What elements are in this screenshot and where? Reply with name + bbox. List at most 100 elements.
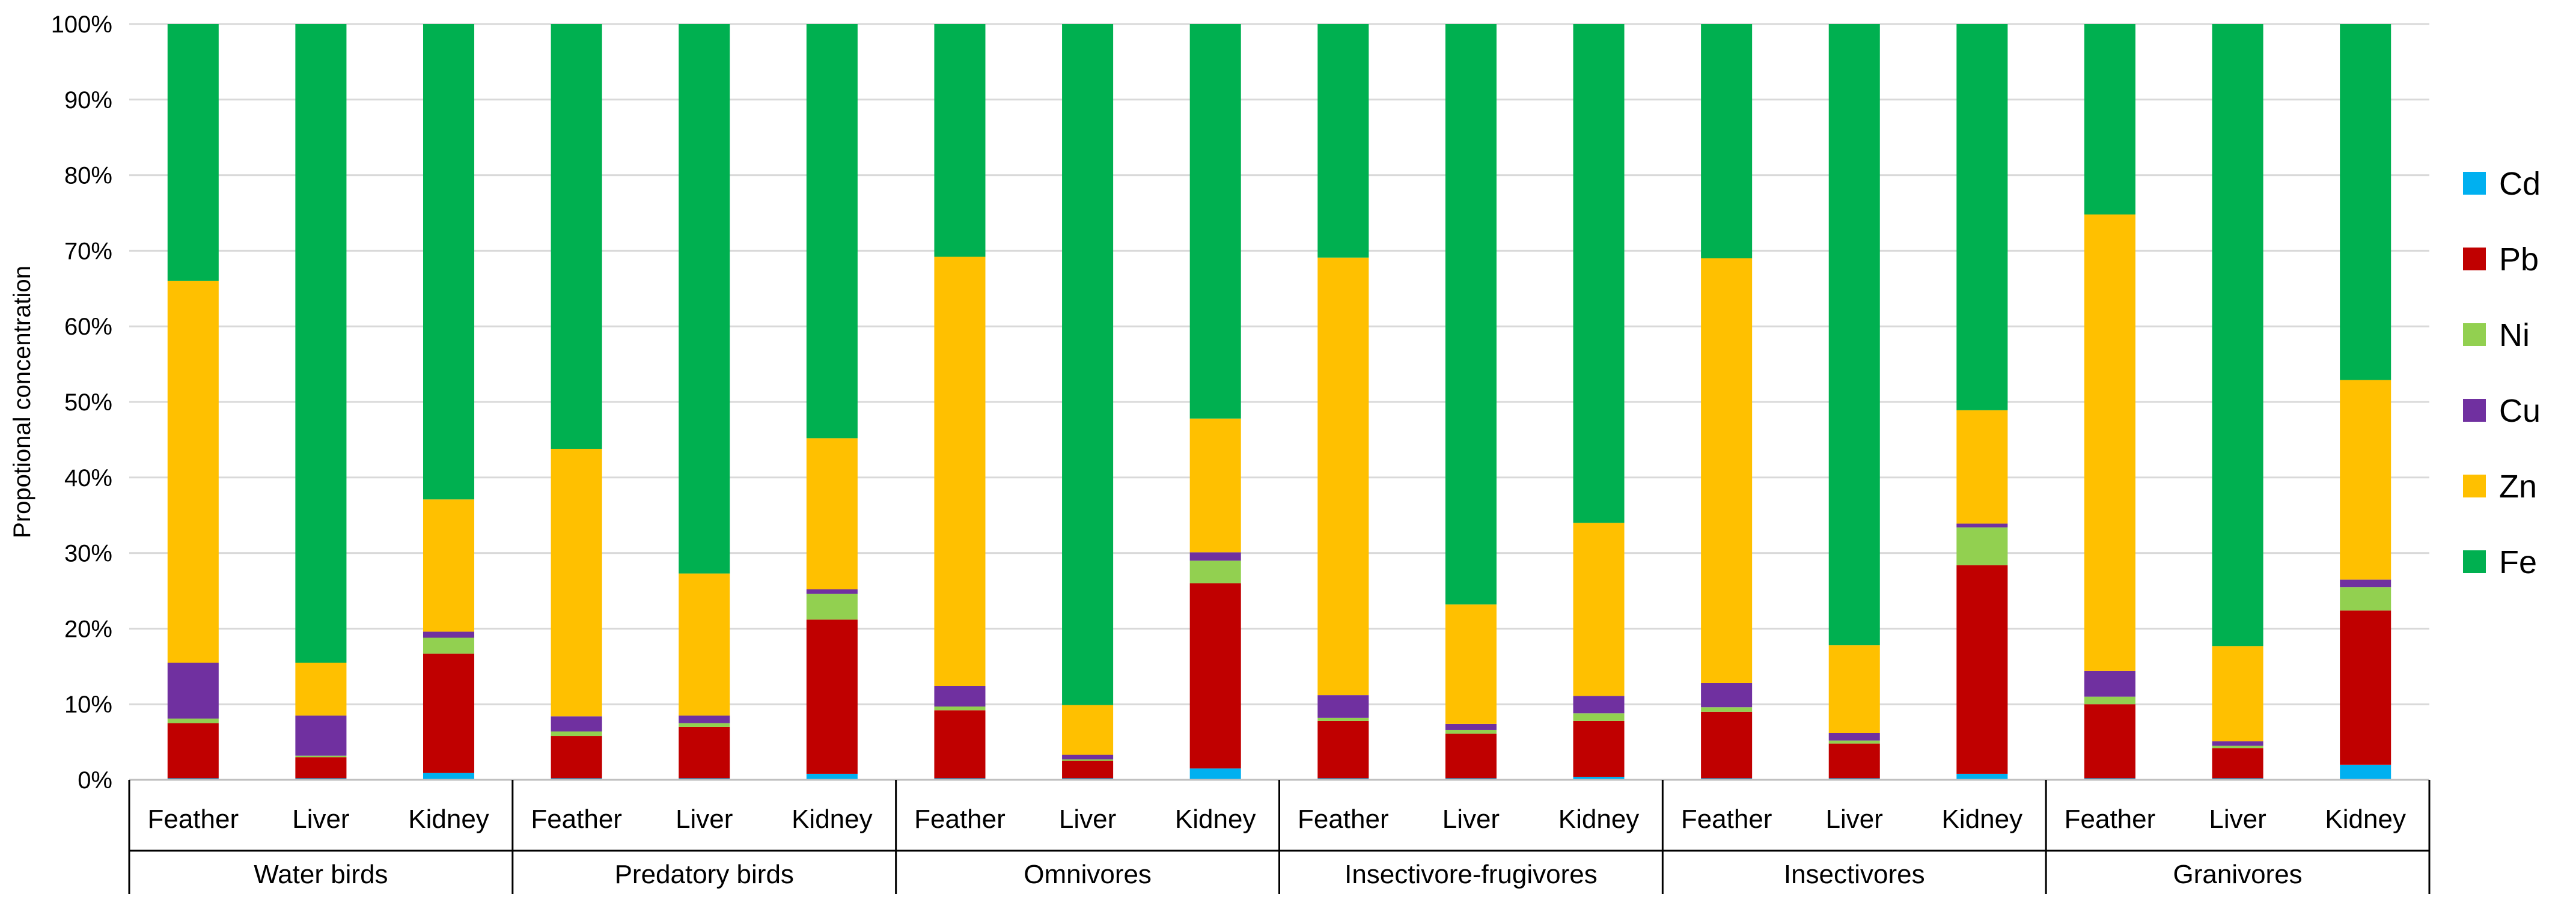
- x-category-label: Kidney: [1942, 804, 2023, 834]
- bar-segment-pb: [1828, 743, 1880, 779]
- legend-swatch-pb: [2463, 248, 2486, 270]
- bar-segment-ni: [2212, 746, 2263, 749]
- bar-segment-ni: [423, 637, 475, 654]
- bar-segment-cu: [934, 686, 986, 707]
- bar-segment-fe: [806, 24, 858, 439]
- x-group-label: Predatory birds: [615, 860, 794, 889]
- bar-segment-fe: [1573, 24, 1625, 523]
- bar-segment-cu: [2340, 579, 2391, 588]
- bar-segment-ni: [1062, 759, 1114, 761]
- x-category-label: Kidney: [1175, 804, 1256, 834]
- bar-segment-cu: [1828, 733, 1880, 741]
- x-category-label: Kidney: [408, 804, 489, 834]
- bar-segment-fe: [167, 24, 219, 281]
- y-tick-label: 30%: [64, 541, 112, 567]
- bar-segment-zn: [295, 663, 347, 716]
- bar-segment-fe: [2340, 24, 2391, 380]
- legend-label: Fe: [2499, 544, 2537, 580]
- bar-segment-pb: [679, 726, 730, 779]
- bar-segment-fe: [1062, 24, 1114, 705]
- bar-segment-ni: [934, 706, 986, 711]
- bar-segment-pb: [2084, 704, 2135, 779]
- legend-swatch-cu: [2463, 399, 2486, 422]
- x-category-label: Liver: [1442, 804, 1500, 834]
- y-tick-label: 80%: [64, 163, 112, 189]
- x-category-label: Feather: [914, 804, 1006, 834]
- y-tick-label: 10%: [64, 692, 112, 718]
- bar-segment-zn: [167, 281, 219, 663]
- legend-label: Ni: [2499, 317, 2530, 353]
- bar-segment-cu: [1317, 695, 1369, 718]
- x-category-label: Liver: [292, 804, 349, 834]
- bar-segment-fe: [295, 24, 347, 663]
- bar-segment-fe: [2212, 24, 2263, 646]
- y-tick-label: 90%: [64, 87, 112, 114]
- bar-segment-pb: [1317, 720, 1369, 779]
- bar-segment-zn: [679, 573, 730, 716]
- bar-segment-cu: [2212, 741, 2263, 746]
- bar-segment-pb: [295, 757, 347, 779]
- bar-segment-zn: [551, 448, 602, 717]
- y-tick-label: 40%: [64, 465, 112, 491]
- x-category-label: Kidney: [792, 804, 873, 834]
- x-category-label: Feather: [147, 804, 239, 834]
- bar-segment-cu: [1701, 682, 1753, 708]
- bar-segment-pb: [1189, 583, 1241, 769]
- legend-label: Zn: [2499, 469, 2537, 505]
- bar-segment-zn: [1445, 604, 1497, 724]
- bar-segment-ni: [2084, 696, 2135, 705]
- x-group-label: Insectivores: [1784, 860, 1925, 889]
- bar-segment-fe: [1445, 24, 1497, 605]
- bar-segment-cu: [1573, 696, 1625, 714]
- legend-label: Cu: [2499, 393, 2541, 429]
- bar-segment-cu: [1189, 552, 1241, 561]
- bar-segment-zn: [1956, 410, 2008, 524]
- bar-segment-fe: [1189, 24, 1241, 419]
- bar-segment-cd: [2340, 764, 2391, 780]
- bar-segment-zn: [1701, 258, 1753, 683]
- bar-segment-fe: [1828, 24, 1880, 646]
- bar-segment-ni: [2340, 587, 2391, 611]
- bar-segment-pb: [1062, 761, 1114, 779]
- bar-segment-pb: [1956, 565, 2008, 774]
- bar-segment-zn: [2084, 214, 2135, 671]
- x-category-label: Feather: [1681, 804, 1772, 834]
- bar-segment-ni: [1317, 717, 1369, 721]
- bar-segment-fe: [1701, 24, 1753, 258]
- bar-segment-fe: [1956, 24, 2008, 410]
- bar-segment-cu: [2084, 670, 2135, 697]
- bar-segment-ni: [1828, 740, 1880, 744]
- x-category-label: Feather: [2065, 804, 2156, 834]
- bar-segment-fe: [551, 24, 602, 449]
- bar-segment-cd: [423, 773, 475, 780]
- bar-segment-zn: [2340, 380, 2391, 580]
- bar-segment-pb: [1445, 734, 1497, 779]
- bar-segment-zn: [423, 499, 475, 632]
- x-category-label: Liver: [1059, 804, 1116, 834]
- x-category-label: Liver: [2209, 804, 2266, 834]
- bar-segment-ni: [679, 723, 730, 727]
- legend-label: Cd: [2499, 166, 2541, 202]
- bar-segment-ni: [1956, 527, 2008, 565]
- bar-segment-cu: [1062, 755, 1114, 760]
- bar-segment-fe: [679, 24, 730, 574]
- bar-segment-cu: [167, 663, 219, 719]
- legend-swatch-cd: [2463, 172, 2486, 195]
- x-category-label: Feather: [531, 804, 622, 834]
- bar-segment-ni: [1573, 713, 1625, 721]
- bar-segment-zn: [1573, 523, 1625, 696]
- x-group-label: Water birds: [254, 860, 388, 889]
- bar-segment-ni: [295, 755, 347, 758]
- legend-swatch-fe: [2463, 550, 2486, 573]
- bar-segment-pb: [2212, 748, 2263, 779]
- x-group-label: Granivores: [2173, 860, 2302, 889]
- bar-segment-pb: [551, 736, 602, 779]
- bar-segment-cu: [1445, 723, 1497, 730]
- legend-swatch-zn: [2463, 475, 2486, 497]
- y-tick-label: 0%: [78, 767, 112, 794]
- x-category-label: Liver: [676, 804, 733, 834]
- legend-label: Pb: [2499, 242, 2539, 278]
- y-tick-label: 50%: [64, 389, 112, 416]
